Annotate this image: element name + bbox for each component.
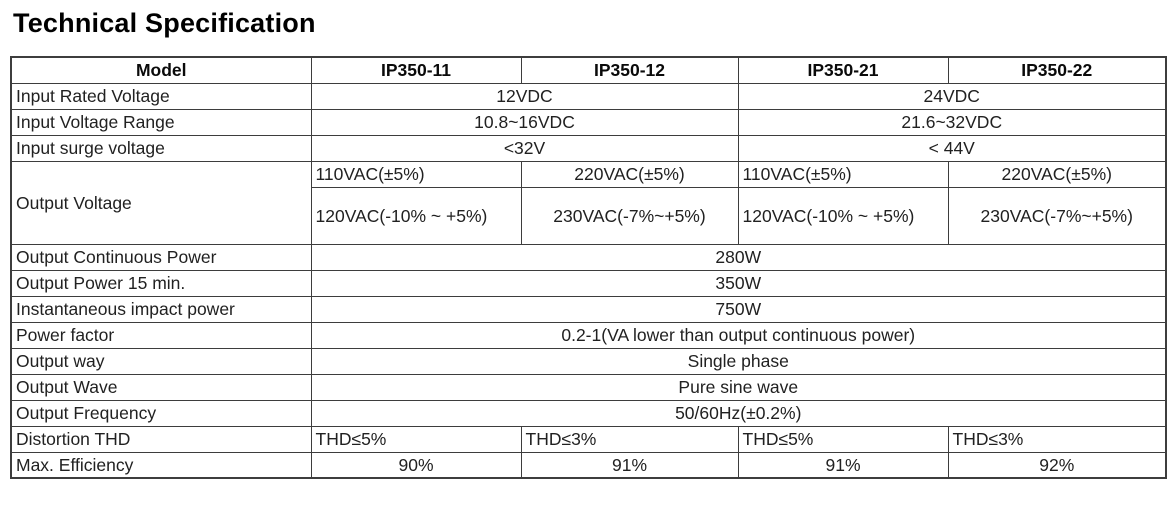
row-label: Instantaneous impact power [10,295,312,323]
spec-table: Model IP350-11 IP350-12 IP350-21 IP350-2… [10,56,1167,479]
cell-value: 120VAC(-10% ~ +5%) [737,186,949,245]
column-header-ip350-22: IP350-22 [947,56,1167,84]
table-row-input-surge-voltage: Input surge voltage <32V < 44V [10,134,1167,162]
cell-value: 12VDC [310,82,739,110]
cell-value: 24VDC [737,82,1167,110]
cell-value: <32V [310,134,739,162]
table-row-max-efficiency: Max. Efficiency 90% 91% 91% 92% [10,451,1167,479]
page-title: Technical Specification [13,8,316,38]
table-row-power-factor: Power factor 0.2-1(VA lower than output … [10,321,1167,349]
row-label: Input surge voltage [10,134,312,162]
cell-value: 91% [737,451,949,479]
cell-value: 92% [947,451,1167,479]
column-header-model: Model [10,56,312,84]
cell-value: 110VAC(±5%) [737,160,949,188]
cell-value: THD≤5% [310,425,522,453]
row-label: Input Rated Voltage [10,82,312,110]
table-row-output-voltage-2: 120VAC(-10% ~ +5%) 230VAC(-7%~+5%) 120VA… [11,186,1167,245]
cell-value: THD≤3% [520,425,739,453]
row-label: Power factor [10,321,312,349]
row-label: Output Power 15 min. [10,269,312,297]
cell-value: 230VAC(-7%~+5%) [947,186,1167,245]
cell-value: 120VAC(-10% ~ +5%) [310,186,522,245]
cell-value: 110VAC(±5%) [310,160,522,188]
cell-value: < 44V [737,134,1167,162]
cell-value: THD≤5% [737,425,949,453]
column-header-ip350-11: IP350-11 [310,56,522,84]
table-row-output-continuous-power: Output Continuous Power 280W [10,243,1167,271]
table-row-output-wave: Output Wave Pure sine wave [10,373,1167,401]
row-label: Max. Efficiency [10,451,312,479]
cell-value: 10.8~16VDC [310,108,739,136]
cell-value: 50/60Hz(±0.2%) [310,399,1167,427]
table-row-input-rated-voltage: Input Rated Voltage 12VDC 24VDC [10,82,1167,110]
row-label: Output Frequency [10,399,312,427]
cell-value: 750W [310,295,1167,323]
cell-value: 230VAC(-7%~+5%) [520,186,739,245]
row-label: Output Voltage [10,160,312,245]
table-row-input-voltage-range: Input Voltage Range 10.8~16VDC 21.6~32VD… [10,108,1167,136]
cell-value: Pure sine wave [310,373,1167,401]
cell-value: Single phase [310,347,1167,375]
table-row-output-power-15min: Output Power 15 min. 350W [10,269,1167,297]
row-label: Output way [10,347,312,375]
row-label: Input Voltage Range [10,108,312,136]
cell-value: 220VAC(±5%) [947,160,1167,188]
cell-value: 21.6~32VDC [737,108,1167,136]
cell-value: 280W [310,243,1167,271]
row-label: Distortion THD [10,425,312,453]
row-label: Output Wave [10,373,312,401]
table-row-distortion-thd: Distortion THD THD≤5% THD≤3% THD≤5% THD≤… [10,425,1167,453]
cell-value: THD≤3% [947,425,1167,453]
cell-value: 350W [310,269,1167,297]
row-label: Output Continuous Power [10,243,312,271]
cell-value: 90% [310,451,522,479]
cell-value: 220VAC(±5%) [520,160,739,188]
table-row-output-voltage-1: Output Voltage 110VAC(±5%) 220VAC(±5%) 1… [10,160,1167,245]
table-header-row: Model IP350-11 IP350-12 IP350-21 IP350-2… [10,56,1167,84]
cell-value: 0.2-1(VA lower than output continuous po… [310,321,1167,349]
cell-value: 91% [520,451,739,479]
column-header-ip350-21: IP350-21 [737,56,949,84]
table-row-instantaneous-impact-power: Instantaneous impact power 750W [10,295,1167,323]
column-header-ip350-12: IP350-12 [520,56,739,84]
table-row-output-frequency: Output Frequency 50/60Hz(±0.2%) [10,399,1167,427]
table-row-output-way: Output way Single phase [10,347,1167,375]
